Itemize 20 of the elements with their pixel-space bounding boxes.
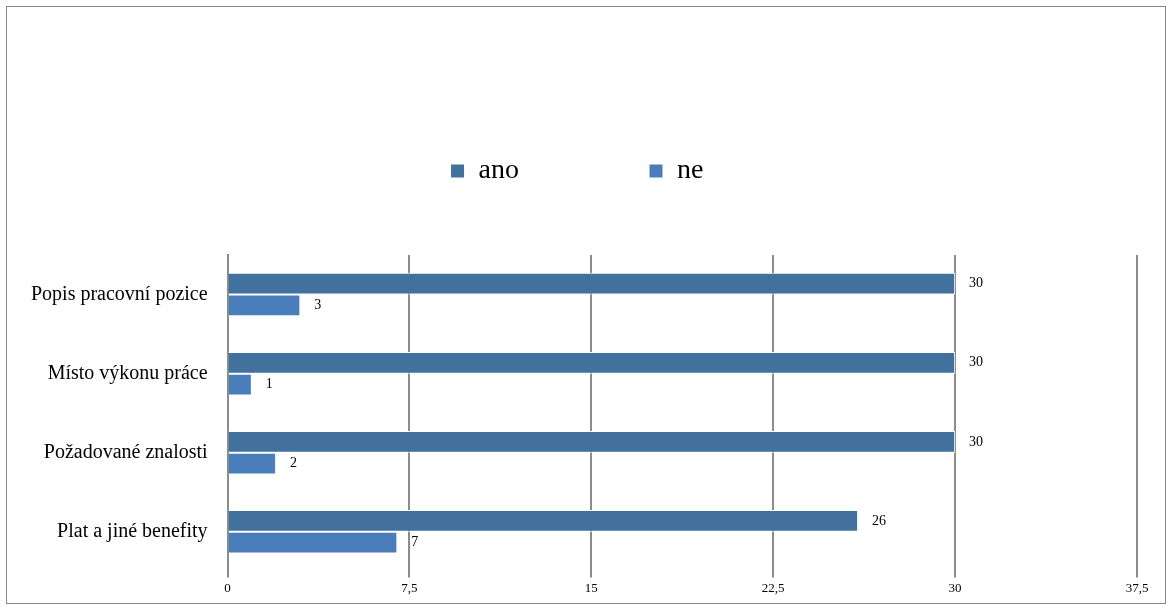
data-label: 1 — [265, 376, 273, 392]
legend-label: ne — [677, 153, 704, 185]
x-tick-label: 0 — [224, 579, 231, 595]
x-tick-label: 7,5 — [401, 579, 418, 595]
data-label: 30 — [969, 354, 984, 370]
data-label: 26 — [872, 512, 887, 528]
data-label: 3 — [314, 297, 322, 313]
y-tick-label: Požadované znalosti — [43, 440, 209, 462]
y-tick-label: Popis pracovní pozice — [31, 281, 208, 305]
data-label: 30 — [969, 275, 984, 291]
x-tick-label: 30 — [948, 579, 962, 595]
x-tick-label: 15 — [584, 579, 598, 595]
y-tick-label: Plat a jiné benefity — [57, 519, 208, 543]
data-label: 2 — [290, 455, 298, 471]
x-tick-label: 22,5 — [761, 579, 785, 595]
data-label: 7 — [411, 534, 419, 550]
data-label: 30 — [969, 433, 984, 449]
legend-label: ano — [478, 153, 520, 185]
y-tick-label: Místo výkonu práce — [47, 360, 208, 384]
x-tick-label: 37,5 — [1125, 579, 1149, 595]
